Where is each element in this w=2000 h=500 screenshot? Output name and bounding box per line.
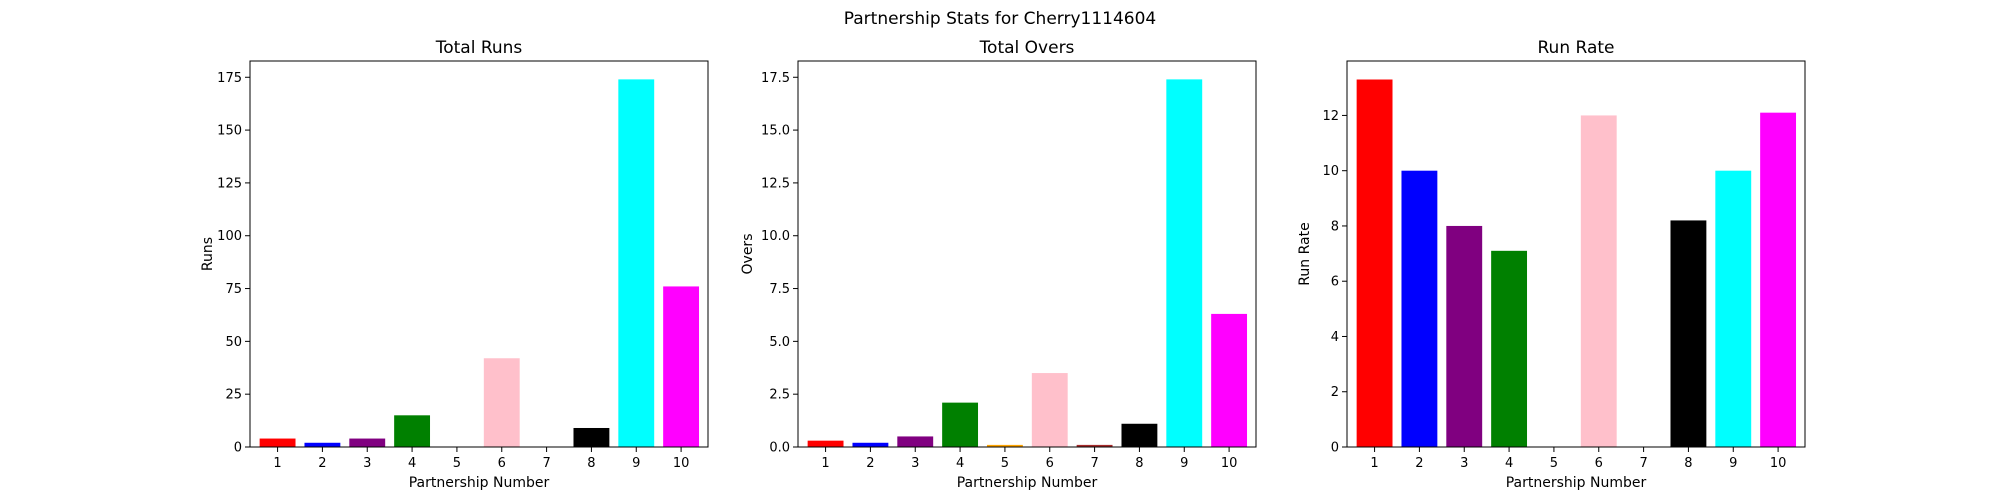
y-tick-label: 12	[1322, 109, 1339, 124]
y-tick-label: 15.0	[761, 124, 790, 139]
x-tick-label: 3	[911, 456, 919, 471]
x-tick-label: 3	[363, 456, 371, 471]
chart-title: Total Overs	[979, 38, 1075, 58]
x-tick-label: 1	[273, 456, 281, 471]
y-tick-label: 7.5	[769, 282, 790, 297]
x-tick-label: 10	[673, 456, 690, 471]
bar-10	[1211, 313, 1248, 447]
axes-frame	[249, 60, 709, 448]
y-tick-label: 12.5	[761, 176, 790, 191]
y-axis-label: Runs	[200, 237, 216, 271]
x-tick-label: 1	[821, 456, 829, 471]
bar-3	[897, 436, 934, 447]
x-axis-label: Partnership Number	[409, 475, 550, 491]
bar-1	[1356, 79, 1393, 447]
bar-8	[1670, 220, 1707, 447]
x-tick-label: 6	[498, 456, 506, 471]
bar-6	[1031, 373, 1068, 447]
y-tick-label: 50	[225, 335, 242, 350]
y-tick-label: 125	[217, 176, 242, 191]
bar-1	[259, 438, 296, 447]
y-tick-label: 100	[217, 229, 242, 244]
x-tick-label: 3	[1460, 456, 1468, 471]
y-tick-label: 17.5	[761, 71, 790, 86]
x-axis-label: Partnership Number	[957, 475, 1098, 491]
y-tick-label: 2.5	[769, 388, 790, 403]
bar-8	[573, 427, 610, 447]
y-tick-label: 2	[1331, 385, 1339, 400]
x-tick-label: 8	[1684, 456, 1692, 471]
bar-4	[394, 415, 431, 447]
x-tick-label: 7	[542, 456, 550, 471]
y-tick-label: 150	[217, 124, 242, 139]
x-tick-label: 4	[1505, 456, 1513, 471]
bar-6	[1580, 115, 1617, 448]
chart-title: Total Runs	[435, 38, 523, 58]
y-tick-label: 8	[1331, 219, 1339, 234]
x-tick-label: 8	[587, 456, 595, 471]
y-axis-label: Run Rate	[1297, 222, 1313, 285]
x-tick-label: 5	[1550, 456, 1558, 471]
x-tick-label: 2	[318, 456, 326, 471]
y-tick-label: 10	[1322, 164, 1339, 179]
bar-1	[807, 440, 844, 447]
x-tick-label: 2	[866, 456, 874, 471]
bar-2	[1401, 170, 1438, 447]
bar-3	[1446, 225, 1483, 447]
axes-frame	[1346, 60, 1806, 448]
y-tick-label: 175	[217, 71, 242, 86]
x-tick-label: 9	[1180, 456, 1188, 471]
x-tick-label: 10	[1221, 456, 1238, 471]
bar-9	[1166, 79, 1203, 447]
x-tick-label: 7	[1639, 456, 1647, 471]
y-tick-label: 5.0	[769, 335, 790, 350]
x-tick-label: 5	[1001, 456, 1009, 471]
x-tick-label: 2	[1415, 456, 1423, 471]
x-tick-label: 8	[1135, 456, 1143, 471]
x-axis-label: Partnership Number	[1506, 475, 1647, 491]
x-tick-label: 4	[956, 456, 964, 471]
y-tick-label: 0.0	[769, 441, 790, 456]
bar-8	[1121, 423, 1158, 447]
y-tick-label: 10.0	[761, 229, 790, 244]
bar-10	[663, 286, 700, 447]
bar-3	[349, 438, 386, 447]
bar-4	[1491, 250, 1528, 447]
bar-9	[618, 79, 655, 447]
bar-10	[1760, 112, 1797, 448]
figure-title: Partnership Stats for Cherry1114604	[844, 9, 1156, 29]
bar-5	[986, 444, 1023, 447]
x-tick-label: 9	[632, 456, 640, 471]
bar-2	[304, 442, 341, 447]
bar-7	[1076, 444, 1113, 447]
y-tick-label: 25	[225, 388, 242, 403]
x-tick-label: 6	[1595, 456, 1603, 471]
y-tick-label: 6	[1331, 275, 1339, 290]
y-tick-label: 0	[1331, 441, 1339, 456]
x-tick-label: 5	[453, 456, 461, 471]
x-tick-label: 4	[408, 456, 416, 471]
bar-6	[483, 358, 520, 447]
x-tick-label: 10	[1770, 456, 1787, 471]
y-tick-label: 0	[234, 441, 242, 456]
bar-4	[942, 402, 979, 447]
y-axis-label: Overs	[740, 234, 756, 275]
x-tick-label: 7	[1090, 456, 1098, 471]
axes-frame	[797, 60, 1257, 448]
chart-panel-2: 1 2 3 4 5 6 7 8 9 10 0.0 2.5 5.0 7.5 10.0 12.5 15.0 17.5 T…	[740, 38, 1257, 491]
bar-9	[1715, 170, 1752, 447]
y-tick-label: 75	[225, 282, 242, 297]
x-tick-label: 9	[1729, 456, 1737, 471]
x-tick-label: 1	[1370, 456, 1378, 471]
bar-2	[852, 442, 889, 447]
chart-title: Run Rate	[1538, 38, 1615, 58]
x-tick-label: 6	[1046, 456, 1054, 471]
y-tick-label: 4	[1331, 330, 1339, 345]
